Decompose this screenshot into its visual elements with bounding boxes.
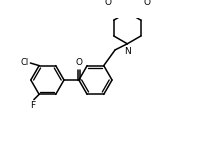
Text: Cl: Cl — [20, 58, 29, 67]
Text: N: N — [124, 47, 131, 56]
Text: O: O — [143, 0, 150, 7]
Text: F: F — [30, 101, 36, 110]
Text: O: O — [104, 0, 112, 7]
Text: O: O — [75, 58, 82, 67]
